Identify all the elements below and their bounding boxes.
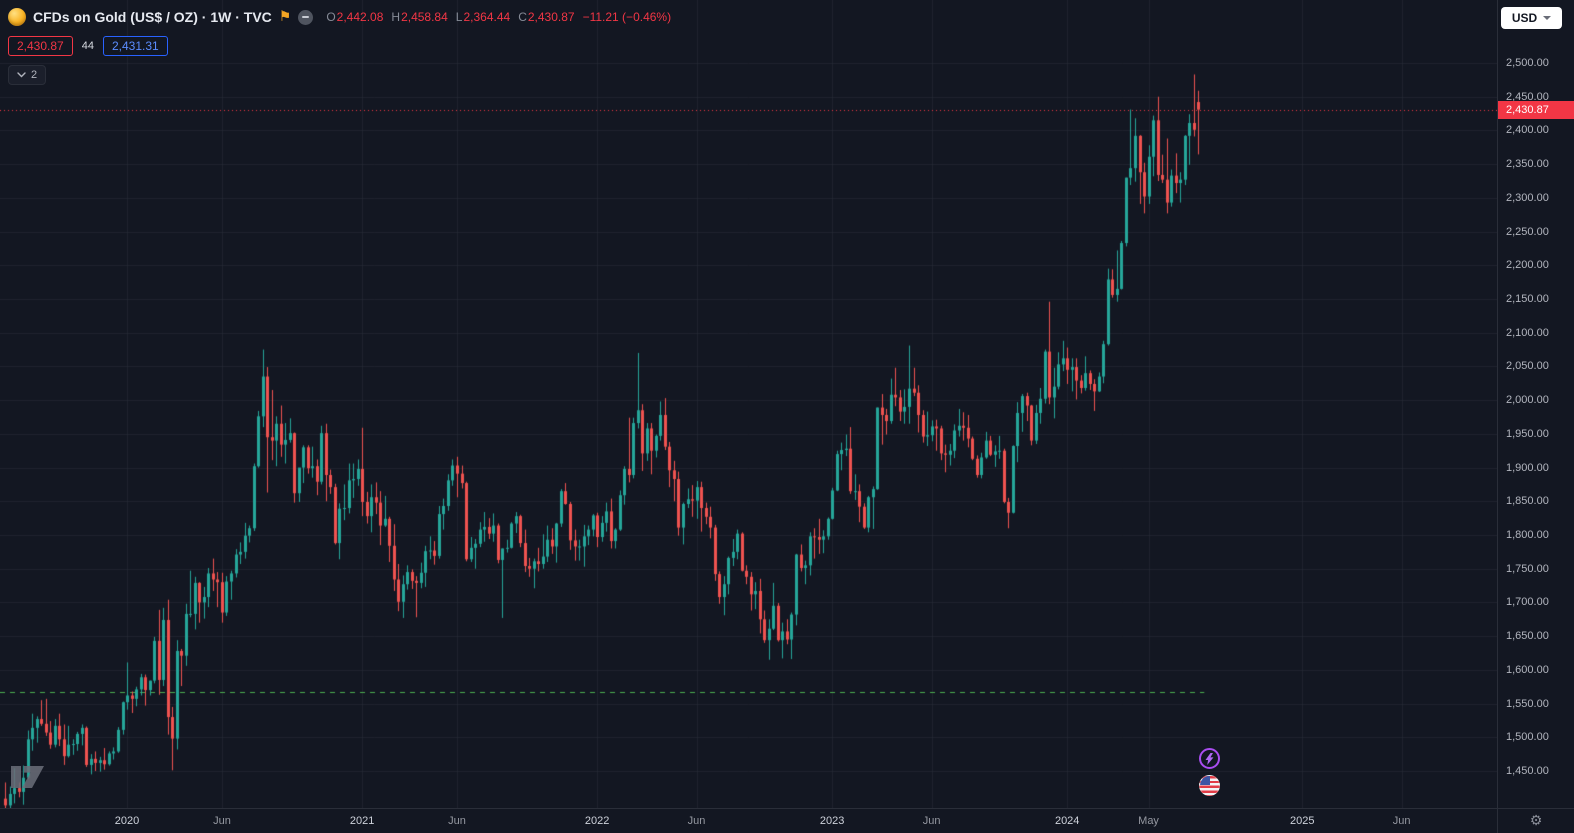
price-tick-label: 2,500.00	[1506, 57, 1549, 69]
price-tick-label: 2,350.00	[1506, 158, 1549, 171]
last-price-label: 2,430.87	[1498, 100, 1574, 119]
price-tick-label: 1,450.00	[1506, 765, 1549, 777]
time-tick-label: 2023	[819, 815, 845, 827]
close-label: C	[518, 10, 527, 24]
open-label: O	[326, 10, 336, 24]
price-tick-label: 1,750.00	[1506, 562, 1549, 575]
price-tick-label: 2,250.00	[1506, 225, 1549, 238]
gold-symbol-logo-icon[interactable]	[8, 8, 26, 26]
price-tick-label: 2,050.00	[1506, 360, 1549, 373]
price-tick-label: 1,550.00	[1506, 697, 1549, 710]
open-pair: O 2,442.08	[326, 10, 383, 24]
price-tick-label: 1,700.00	[1506, 596, 1549, 609]
time-tick-label: Jun	[213, 815, 231, 827]
high-label: H	[391, 10, 401, 24]
time-tick-label: Jun	[1392, 815, 1411, 827]
time-tick-label: 2025	[1289, 815, 1315, 827]
low-pair: L 2,364.44	[456, 10, 510, 24]
time-tick-label: May	[1138, 815, 1159, 827]
price-tick-label: 2,000.00	[1506, 394, 1549, 407]
currency-value: USD	[1511, 11, 1538, 25]
price-tick-label: 2,400.00	[1506, 124, 1549, 137]
low-label: L	[455, 10, 463, 24]
price-scale-settings-icon[interactable]: ⚙	[1529, 813, 1543, 829]
event-markers	[1199, 748, 1220, 796]
close-pair: C 2,430.87	[518, 10, 574, 24]
open-value: 2,442.08	[336, 10, 384, 24]
time-axis[interactable]: 2020 Jun 2021 Jun 2022 Jun 2023 Jun 2024 May 2025 J…	[0, 808, 1497, 833]
candlestick-chart-canvas[interactable]	[0, 0, 1497, 808]
time-tick-label: 2022	[584, 815, 610, 827]
chevron-down-icon	[17, 72, 26, 78]
lightning-event-icon[interactable]	[1199, 748, 1220, 769]
sell-price-button[interactable]: 2,430.87	[8, 35, 73, 56]
price-tick-label: 2,300.00	[1506, 191, 1549, 204]
us-flag-event-icon[interactable]	[1199, 775, 1220, 796]
watchlist-flag-icon[interactable]: ⚑	[278, 9, 292, 25]
lightning-bolt-glyph	[1205, 752, 1214, 765]
high-value: 2,458.84	[401, 10, 448, 24]
price-tick-label: 2,150.00	[1506, 293, 1549, 305]
tradingview-logo[interactable]	[10, 764, 46, 795]
price-tick-label: 1,900.00	[1506, 461, 1549, 474]
change-value: −11.21 (−0.46%)	[582, 10, 672, 24]
price-tick-label: 2,100.00	[1506, 326, 1549, 339]
symbol-title[interactable]: CFDs on Gold (US$ / OZ) · 1W · TVC	[33, 9, 272, 25]
price-tick-label: 1,500.00	[1506, 731, 1549, 744]
ohlc-values: O 2,442.08 H 2,458.84 L 2,364.44 C 2,430.87 …	[326, 10, 671, 24]
price-tick-label: 1,800.00	[1506, 529, 1549, 541]
price-tick-label: 1,850.00	[1506, 495, 1549, 508]
symbol-legend: CFDs on Gold (US$ / OZ) · 1W · TVC ⚑ O 2,…	[8, 6, 671, 85]
collapsed-indicators-chip[interactable]: 2	[8, 65, 47, 85]
high-pair: H 2,458.84	[391, 10, 447, 24]
spread-value: 44	[81, 39, 94, 52]
buy-price-button[interactable]: 2,431.31	[102, 35, 168, 56]
price-tick-label: 2,200.00	[1506, 259, 1549, 272]
time-tick-label: 2020	[114, 815, 140, 827]
axis-corner: ⚙	[1497, 808, 1574, 833]
time-tick-label: Jun	[448, 815, 466, 827]
price-tick-label: 1,650.00	[1506, 630, 1549, 643]
time-tick-label: 2021	[349, 815, 375, 827]
time-tick-label: Jun	[922, 815, 941, 827]
price-tick-label: 1,600.00	[1506, 663, 1549, 676]
legend-main-row: CFDs on Gold (US$ / OZ) · 1W · TVC ⚑ O 2,…	[8, 6, 671, 28]
price-tick-label: 1,950.00	[1506, 427, 1549, 440]
close-value: 2,430.87	[527, 10, 575, 24]
time-tick-label: 2024	[1054, 815, 1080, 827]
currency-dropdown[interactable]: USD	[1501, 7, 1562, 29]
market-status-icon[interactable]	[298, 9, 314, 25]
quote-row: 2,430.87 44 2,431.31	[8, 35, 671, 56]
low-value: 2,364.44	[463, 10, 511, 24]
collapsed-indicators-count: 2	[31, 69, 38, 81]
price-axis[interactable]: 2,500.00 2,450.00 2,400.00 2,350.00 2,300.00…	[1497, 0, 1574, 808]
indicators-row: 2	[8, 65, 671, 85]
caret-down-icon	[1543, 16, 1552, 20]
price-tick-label: 2,450.00	[1506, 90, 1549, 103]
time-tick-label: Jun	[687, 815, 706, 827]
